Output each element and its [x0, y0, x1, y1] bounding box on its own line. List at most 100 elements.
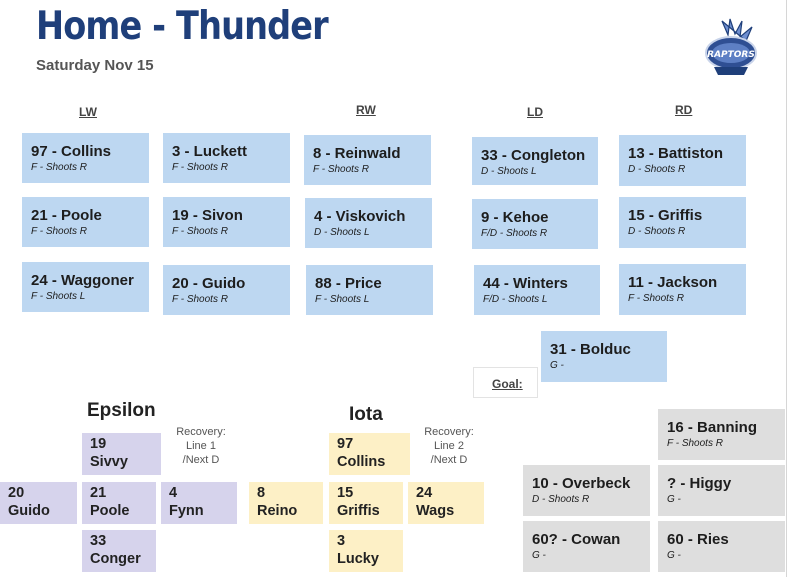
- player-nickname: Reino: [257, 503, 298, 519]
- player-detail: F - Shoots R: [31, 162, 87, 173]
- extra-player-card[interactable]: 10 - Overbeck D - Shoots R: [523, 465, 650, 516]
- extra-player-card[interactable]: ? - Higgy G -: [658, 465, 785, 516]
- player-detail: F - Shoots R: [628, 293, 684, 304]
- player-name: 15 - Griffis: [628, 207, 703, 224]
- mini-player-card[interactable]: 21 Poole: [82, 482, 156, 524]
- player-detail: D - Shoots L: [481, 166, 537, 177]
- player-card[interactable]: 33 - Congleton D - Shoots L: [472, 137, 598, 185]
- player-number: 97: [337, 436, 354, 452]
- player-number: 8: [257, 485, 266, 501]
- player-number: 3: [337, 533, 346, 549]
- player-number: 19: [90, 436, 107, 452]
- goalie-card[interactable]: 31 - Bolduc G -: [541, 331, 667, 382]
- player-nickname: Sivvy: [90, 454, 128, 470]
- player-card[interactable]: 21 - Poole F - Shoots R: [22, 197, 149, 247]
- player-name: 20 - Guido: [172, 275, 246, 292]
- player-number: 4: [169, 485, 178, 501]
- player-name: 16 - Banning: [667, 419, 758, 436]
- mini-player-card[interactable]: 8 Reino: [249, 482, 323, 524]
- mini-player-card[interactable]: 3 Lucky: [329, 530, 403, 572]
- page-title: Home - Thunder: [36, 4, 329, 49]
- player-detail: F - Shoots R: [172, 294, 228, 305]
- mini-player-card[interactable]: 97 Collins: [329, 433, 410, 475]
- player-name: 88 - Price: [315, 275, 382, 292]
- player-name: 9 - Kehoe: [481, 209, 549, 226]
- group-title-epsilon: Epsilon: [87, 400, 156, 421]
- column-header-rd: RD: [675, 103, 693, 117]
- player-detail: F - Shoots R: [172, 226, 228, 237]
- recovery-next: /Next D: [182, 454, 220, 466]
- player-card[interactable]: 20 - Guido F - Shoots R: [163, 265, 290, 315]
- player-number: 21: [90, 485, 107, 501]
- player-detail: F - Shoots R: [313, 164, 369, 175]
- mini-player-card[interactable]: 24 Wags: [408, 482, 484, 524]
- recovery-label: Recovery:: [424, 426, 474, 438]
- player-name: 24 - Waggoner: [31, 272, 134, 289]
- player-card[interactable]: 19 - Sivon F - Shoots R: [163, 197, 290, 247]
- player-card[interactable]: 13 - Battiston D - Shoots R: [619, 135, 746, 186]
- player-name: 60 - Ries: [667, 531, 729, 548]
- player-card[interactable]: 8 - Reinwald F - Shoots R: [304, 135, 431, 185]
- player-name: 97 - Collins: [31, 143, 112, 160]
- recovery-note-iota: Recovery: Line 2 /Next D: [414, 425, 484, 467]
- player-card[interactable]: 4 - Viskovich D - Shoots L: [305, 198, 432, 248]
- player-name: 13 - Battiston: [628, 145, 724, 162]
- recovery-line: Line 1: [186, 440, 216, 452]
- player-detail: D - Shoots L: [314, 227, 370, 238]
- player-card[interactable]: 44 - Winters F/D - Shoots L: [474, 265, 600, 315]
- extra-player-card[interactable]: 60 - Ries G -: [658, 521, 785, 572]
- player-nickname: Guido: [8, 503, 50, 519]
- extra-player-card[interactable]: 16 - Banning F - Shoots R: [658, 409, 785, 460]
- player-detail: F - Shoots R: [667, 438, 723, 449]
- column-header-lw: LW: [79, 105, 97, 119]
- player-card[interactable]: 97 - Collins F - Shoots R: [22, 133, 149, 183]
- logo-wordmark: RAPTORS: [707, 50, 755, 60]
- player-name: 60? - Cowan: [532, 531, 621, 548]
- player-name: 33 - Congleton: [481, 147, 586, 164]
- mini-player-card[interactable]: 19 Sivvy: [82, 433, 161, 475]
- mini-player-card[interactable]: 4 Fynn: [161, 482, 237, 524]
- player-card[interactable]: 88 - Price F - Shoots L: [306, 265, 433, 315]
- raptors-logo: RAPTORS: [705, 18, 757, 75]
- player-number: 33: [90, 533, 107, 549]
- player-name: 11 - Jackson: [628, 274, 718, 291]
- player-card[interactable]: 15 - Griffis D - Shoots R: [619, 197, 746, 248]
- player-name: 4 - Viskovich: [314, 208, 406, 225]
- goal-label: Goal:: [473, 367, 538, 398]
- player-detail: D - Shoots R: [628, 226, 686, 237]
- player-card[interactable]: 24 - Waggoner F - Shoots L: [22, 262, 149, 312]
- player-detail: D - Shoots R: [532, 494, 590, 505]
- player-detail: F - Shoots R: [31, 226, 87, 237]
- player-name: 8 - Reinwald: [313, 145, 401, 162]
- mini-player-card[interactable]: 20 Guido: [0, 482, 77, 524]
- mini-player-card[interactable]: 33 Conger: [82, 530, 156, 572]
- player-number: 15: [337, 485, 354, 501]
- player-detail: G -: [667, 494, 681, 505]
- player-nickname: Poole: [90, 503, 130, 519]
- group-title-iota: Iota: [349, 404, 383, 425]
- player-card[interactable]: 3 - Luckett F - Shoots R: [163, 133, 290, 183]
- recovery-label: Recovery:: [176, 426, 226, 438]
- player-name: 10 - Overbeck: [532, 475, 631, 492]
- player-name: 44 - Winters: [483, 275, 568, 292]
- player-detail: D - Shoots R: [628, 164, 686, 175]
- player-name: 19 - Sivon: [172, 207, 243, 224]
- canvas-edge: [786, 0, 787, 577]
- player-detail: F/D - Shoots R: [481, 228, 548, 239]
- player-card[interactable]: 9 - Kehoe F/D - Shoots R: [472, 199, 598, 249]
- player-name: 21 - Poole: [31, 207, 102, 224]
- player-number: 20: [8, 485, 25, 501]
- player-detail: F - Shoots L: [31, 291, 86, 302]
- player-number: 24: [416, 485, 433, 501]
- recovery-line: Line 2: [434, 440, 464, 452]
- player-name: 3 - Luckett: [172, 143, 248, 160]
- player-detail: F - Shoots L: [315, 294, 370, 305]
- player-card[interactable]: 11 - Jackson F - Shoots R: [619, 264, 746, 315]
- player-name: 31 - Bolduc: [550, 341, 631, 358]
- player-detail: G -: [550, 360, 564, 371]
- extra-player-card[interactable]: 60? - Cowan G -: [523, 521, 650, 572]
- player-nickname: Griffis: [337, 503, 380, 519]
- mini-player-card[interactable]: 15 Griffis: [329, 482, 403, 524]
- player-nickname: Fynn: [169, 503, 204, 519]
- player-nickname: Lucky: [337, 551, 379, 567]
